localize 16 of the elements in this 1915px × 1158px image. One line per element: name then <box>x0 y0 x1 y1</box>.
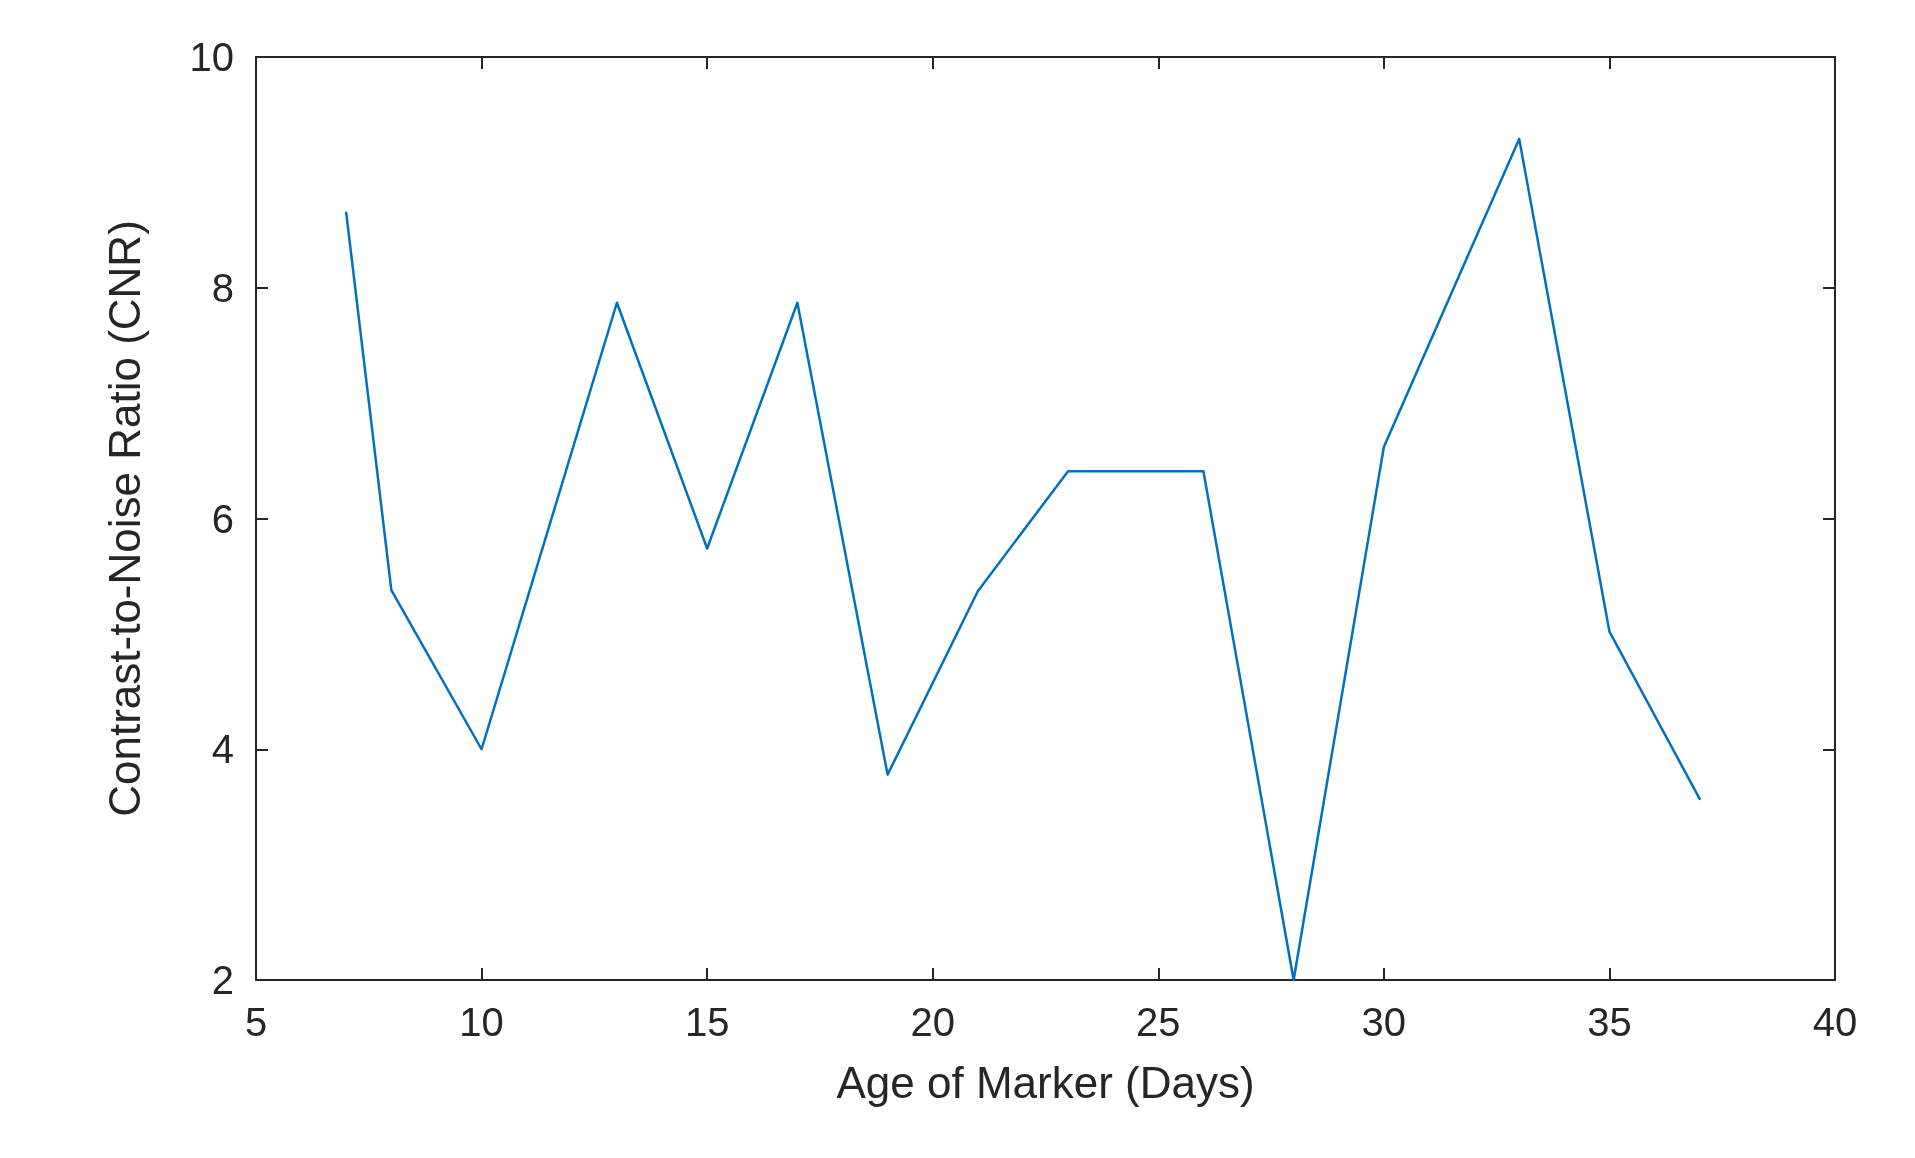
x-tick-label: 15 <box>684 1000 730 1044</box>
x-tick-label: 20 <box>910 1000 955 1044</box>
x-tick-label: 35 <box>1587 1000 1632 1044</box>
x-tick-label: 40 <box>1812 1000 1858 1044</box>
x-axis-title: Age of Marker (Days) <box>836 1057 1255 1107</box>
y-tick-label: 10 <box>189 35 234 79</box>
line-series <box>344 137 1701 982</box>
x-tick-label: 30 <box>1361 1000 1407 1044</box>
x-tick-label: 25 <box>1136 1000 1181 1044</box>
y-axis-title: Contrast-to-Noise Ratio (CNR) <box>99 220 149 817</box>
y-tick-label: 8 <box>211 265 234 310</box>
y-tick-label: 4 <box>211 727 234 772</box>
y-tick-label: 2 <box>211 958 234 1002</box>
x-tick-label: 10 <box>459 1000 504 1044</box>
x-tick-label: 5 <box>244 1000 268 1044</box>
y-tick-label: 6 <box>211 496 234 541</box>
